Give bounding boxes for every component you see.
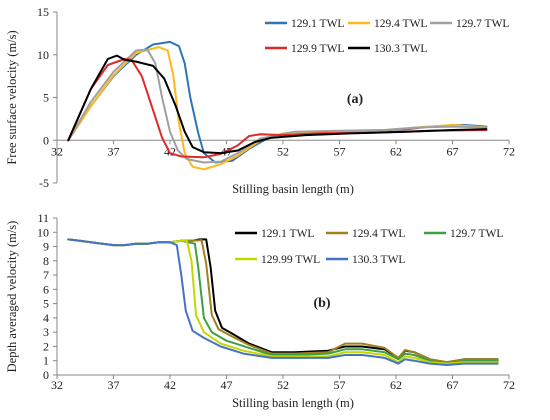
- series-line-129-9TWL: [67, 58, 488, 159]
- x-tick-label: 52: [277, 378, 289, 392]
- x-axis-title: Stilling basin length (m): [232, 396, 354, 410]
- x-axis-title: Stilling basin length (m): [232, 182, 354, 196]
- panel-label: (a): [347, 92, 364, 107]
- panel-label: (b): [313, 296, 330, 311]
- series-line-130-3TWL: [67, 238, 499, 366]
- y-tick-label: 3: [43, 325, 49, 339]
- y-tick-label: 0: [43, 133, 49, 147]
- x-tick-label: 47: [221, 378, 233, 392]
- legend-label: 130.3 TWL: [352, 254, 405, 266]
- x-tick-label: 37: [108, 144, 120, 158]
- x-tick-label: 57: [334, 378, 346, 392]
- legend-label: 129.4 TWL: [374, 18, 427, 30]
- y-axis-title: Depth averaged velocity (m/s): [5, 221, 19, 373]
- y-tick-label: 6: [43, 282, 49, 296]
- legend-label: 130.3 TWL: [374, 43, 427, 55]
- y-tick-label: -5: [39, 176, 49, 190]
- y-tick-label: 1: [43, 354, 49, 368]
- x-tick-label: 62: [390, 378, 402, 392]
- y-tick-label: 4: [43, 311, 49, 325]
- x-tick-label: 62: [390, 144, 402, 158]
- y-tick-label: 8: [43, 254, 49, 268]
- x-tick-label: 52: [277, 144, 289, 158]
- legend-label: 129.7 TWL: [456, 18, 509, 30]
- y-tick-label: 9: [43, 240, 49, 254]
- y-tick-label: 0: [43, 368, 49, 382]
- y-tick-label: 5: [43, 91, 49, 105]
- series-line-130-3TWL: [67, 54, 488, 155]
- y-tick-label: 7: [43, 268, 49, 282]
- y-tick-label: 11: [37, 211, 49, 225]
- legend-label: 129.99 TWL: [261, 254, 320, 266]
- x-tick-label: 72: [503, 378, 515, 392]
- x-tick-label: 57: [334, 144, 346, 158]
- legend-label: 129.7 TWL: [450, 228, 503, 240]
- x-tick-label: 67: [447, 378, 459, 392]
- y-tick-label: 10: [37, 48, 49, 62]
- y-axis-title: Free surface velocity (m/s): [5, 30, 19, 164]
- x-tick-label: 72: [503, 144, 515, 158]
- x-tick-label: 37: [108, 378, 120, 392]
- legend-label: 129.4 TWL: [352, 228, 405, 240]
- x-tick-label: 32: [51, 144, 63, 158]
- series-line-129-7TWL: [67, 48, 488, 164]
- x-tick-label: 67: [447, 144, 459, 158]
- y-tick-label: 15: [37, 5, 49, 19]
- x-tick-label: 42: [164, 378, 176, 392]
- legend-label: 129.9 TWL: [291, 43, 344, 55]
- y-tick-label: 2: [43, 339, 49, 353]
- legend-label: 129.1 TWL: [261, 228, 314, 240]
- y-tick-label: 10: [37, 225, 49, 239]
- x-tick-label: 32: [51, 378, 63, 392]
- y-tick-label: 5: [43, 297, 49, 311]
- legend-label: 129.1 TWL: [291, 18, 344, 30]
